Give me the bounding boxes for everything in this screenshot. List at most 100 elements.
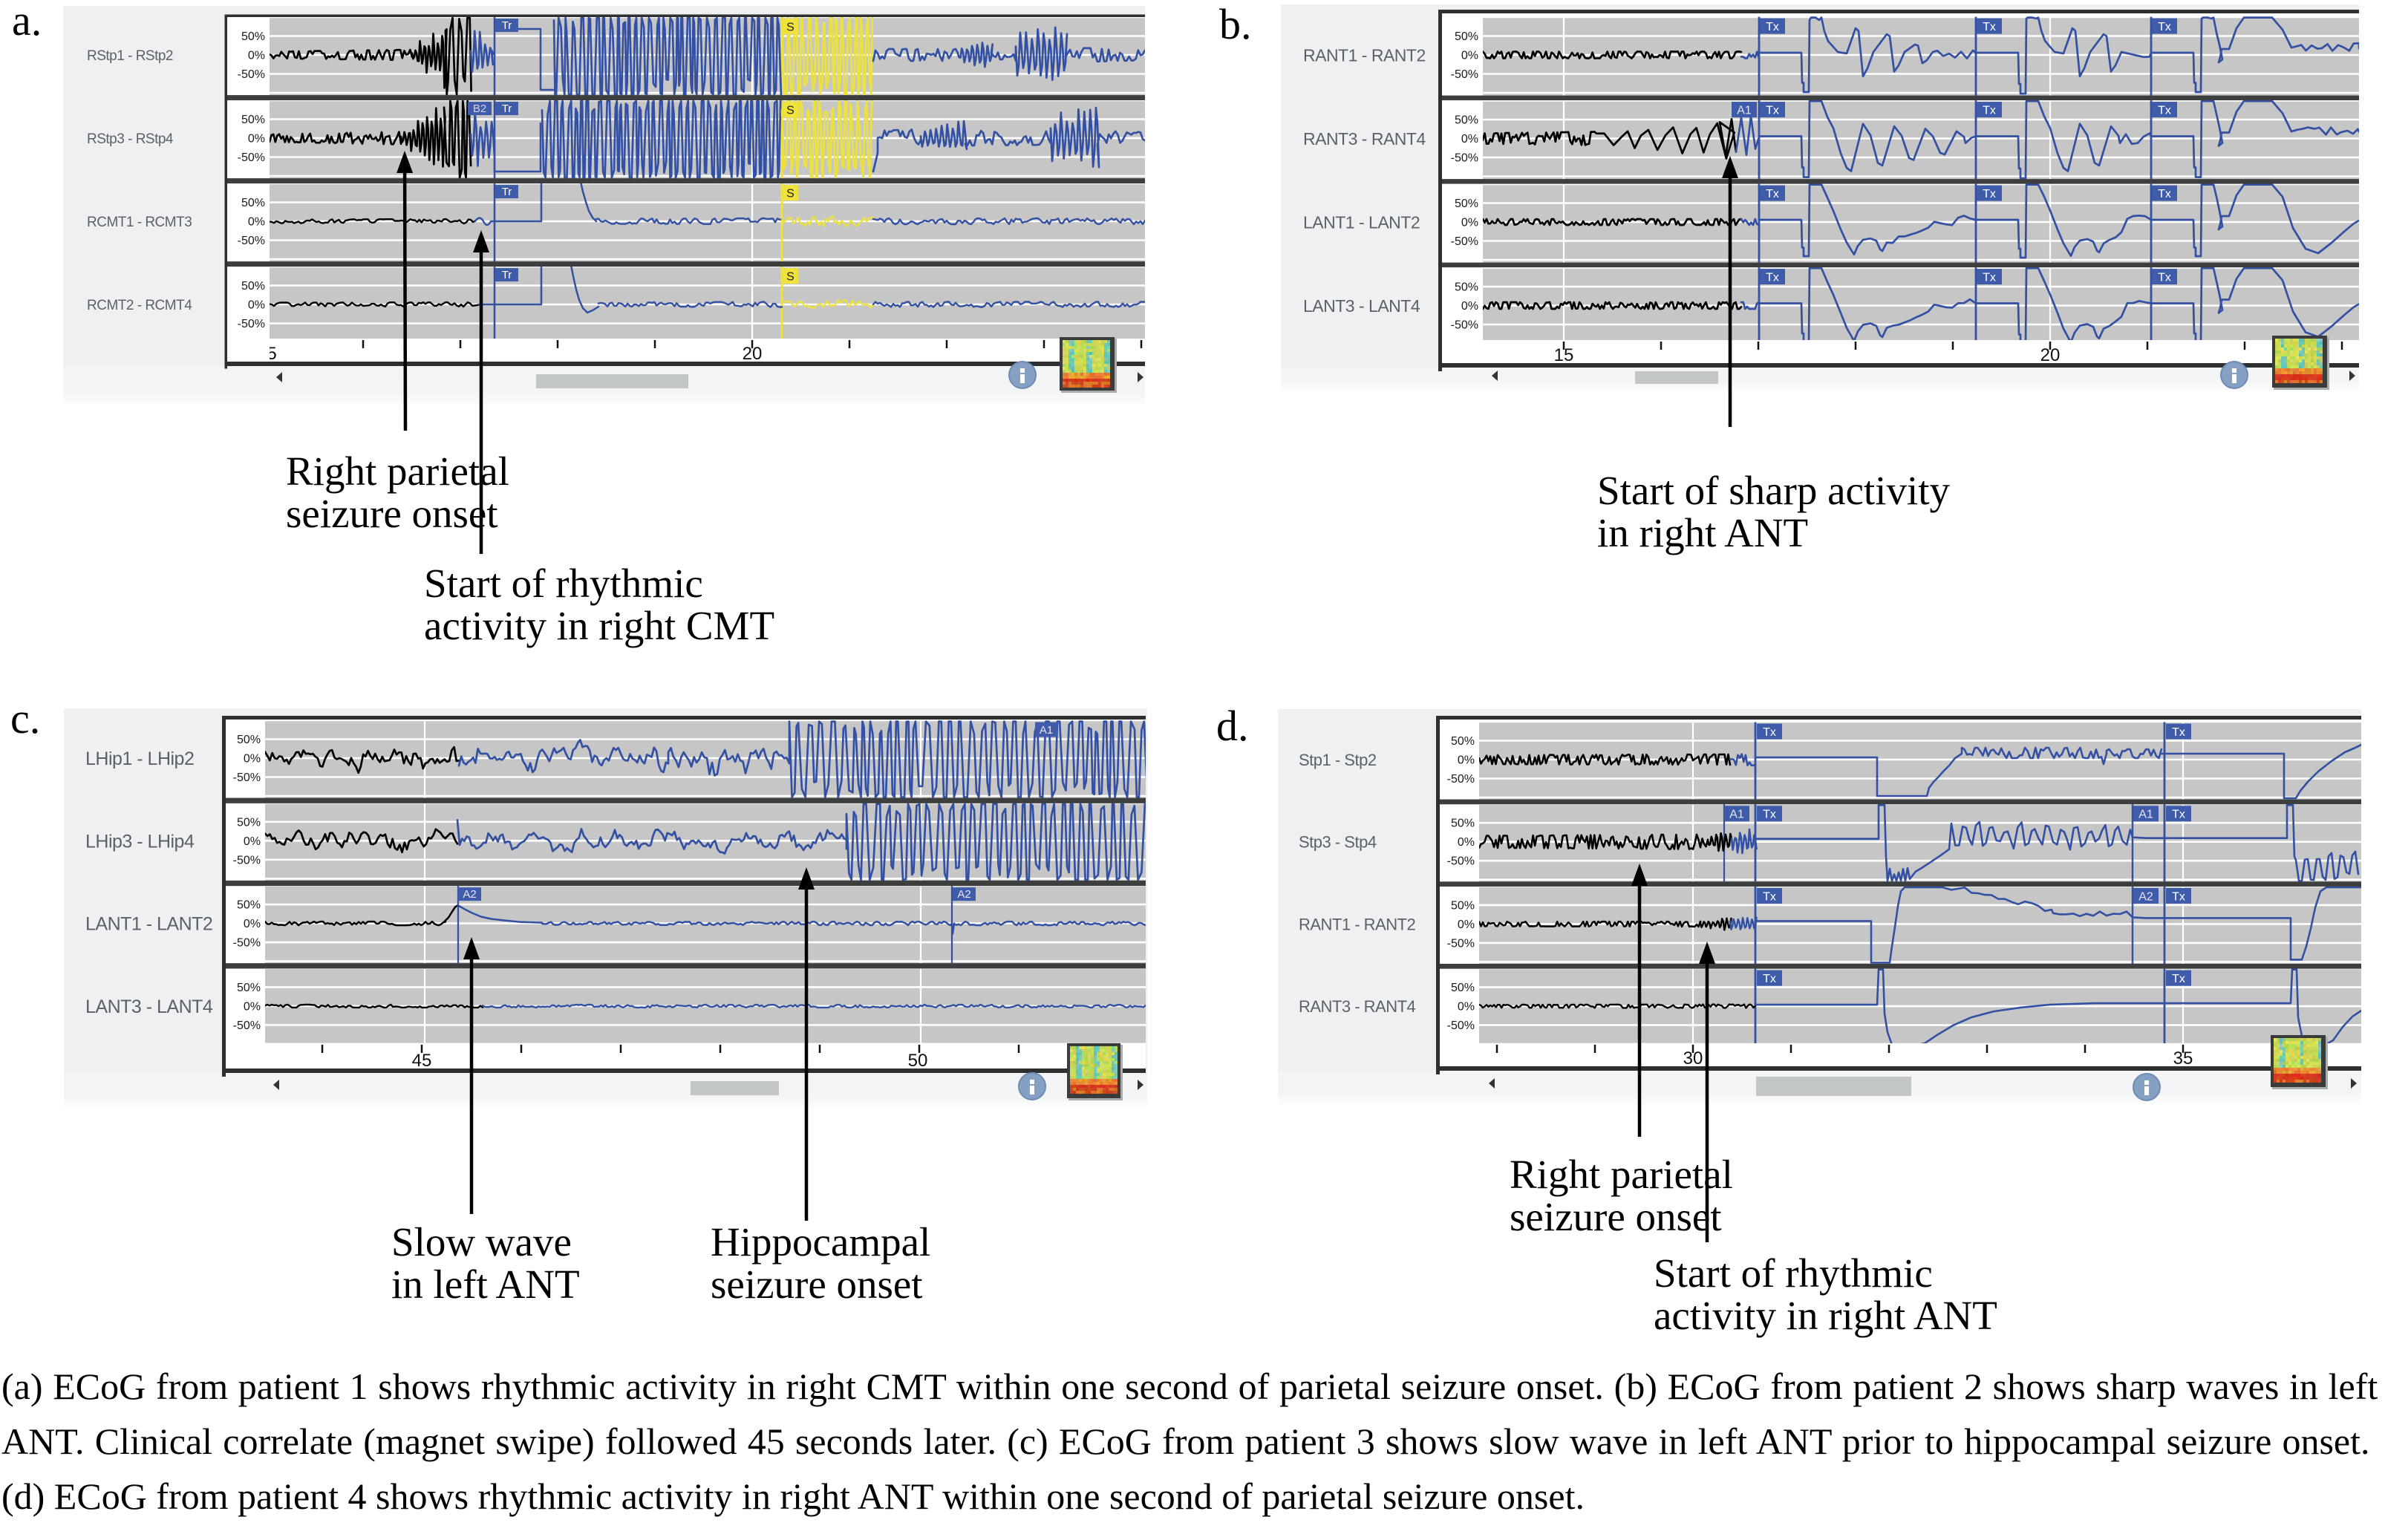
svg-text:-50%: -50% bbox=[1451, 319, 1478, 332]
svg-text:50%: 50% bbox=[1455, 114, 1478, 127]
svg-text:-50%: -50% bbox=[233, 937, 261, 950]
svg-text:0%: 0% bbox=[1458, 754, 1475, 767]
svg-text:50: 50 bbox=[908, 1051, 928, 1071]
svg-text:0%: 0% bbox=[244, 918, 261, 930]
svg-text:S: S bbox=[786, 187, 795, 200]
svg-text:35: 35 bbox=[2173, 1048, 2193, 1068]
svg-text:LANT1 - LANT2: LANT1 - LANT2 bbox=[85, 914, 212, 935]
svg-text:RStp1 - RStp2: RStp1 - RStp2 bbox=[87, 48, 173, 64]
svg-text:50%: 50% bbox=[241, 30, 265, 43]
svg-text:Tx: Tx bbox=[1983, 104, 1996, 117]
svg-text:-50%: -50% bbox=[233, 771, 261, 784]
svg-text:20: 20 bbox=[2040, 345, 2061, 365]
svg-text:B2: B2 bbox=[473, 102, 486, 115]
svg-text:-50%: -50% bbox=[238, 151, 265, 164]
svg-text:A2: A2 bbox=[463, 888, 476, 901]
svg-text:S: S bbox=[786, 270, 795, 283]
svg-text:50%: 50% bbox=[241, 197, 265, 209]
svg-text:Tr: Tr bbox=[502, 269, 512, 281]
svg-text:-50%: -50% bbox=[1447, 1019, 1475, 1032]
svg-text:0%: 0% bbox=[1458, 919, 1475, 931]
svg-text:50%: 50% bbox=[1455, 198, 1478, 210]
svg-text:Tx: Tx bbox=[2172, 973, 2185, 985]
svg-text:0%: 0% bbox=[248, 299, 265, 312]
svg-text:A1: A1 bbox=[1040, 724, 1053, 737]
svg-text:50%: 50% bbox=[1451, 899, 1475, 912]
svg-text:-50%: -50% bbox=[1447, 855, 1475, 868]
svg-text:0%: 0% bbox=[244, 753, 261, 766]
svg-text:LANT3 - LANT4: LANT3 - LANT4 bbox=[85, 996, 213, 1017]
svg-text:-50%: -50% bbox=[238, 318, 265, 330]
svg-text:LHip1 - LHip2: LHip1 - LHip2 bbox=[85, 748, 194, 769]
svg-text:Tx: Tx bbox=[1766, 271, 1779, 284]
svg-text:Tx: Tx bbox=[2158, 271, 2171, 284]
svg-text:RANT3 - RANT4: RANT3 - RANT4 bbox=[1299, 997, 1416, 1016]
svg-text:0%: 0% bbox=[248, 50, 265, 62]
svg-text:0%: 0% bbox=[1461, 300, 1478, 313]
svg-text:-50%: -50% bbox=[233, 854, 261, 867]
svg-text:-50%: -50% bbox=[233, 1019, 261, 1032]
svg-text:-50%: -50% bbox=[1447, 773, 1475, 786]
svg-text:Tr: Tr bbox=[502, 102, 512, 115]
svg-text:RANT3 - RANT4: RANT3 - RANT4 bbox=[1303, 129, 1426, 149]
svg-text:0%: 0% bbox=[1461, 50, 1478, 62]
svg-text:50%: 50% bbox=[1451, 818, 1475, 830]
svg-text:-50%: -50% bbox=[1451, 68, 1478, 81]
svg-text:0%: 0% bbox=[1461, 217, 1478, 229]
svg-text:0%: 0% bbox=[1458, 836, 1475, 849]
svg-text:RCMT2 - RCMT4: RCMT2 - RCMT4 bbox=[87, 298, 192, 313]
svg-text:-50%: -50% bbox=[1447, 937, 1475, 950]
svg-text:LANT1 - LANT2: LANT1 - LANT2 bbox=[1303, 212, 1420, 232]
svg-text:Tx: Tx bbox=[1763, 973, 1776, 985]
svg-text:-50%: -50% bbox=[1451, 152, 1478, 165]
svg-text:0%: 0% bbox=[244, 835, 261, 848]
svg-text:50%: 50% bbox=[241, 280, 265, 293]
svg-text:Tx: Tx bbox=[2172, 890, 2185, 903]
svg-text:-50%: -50% bbox=[238, 235, 265, 247]
svg-text:Tx: Tx bbox=[1766, 188, 1779, 200]
svg-text:A1: A1 bbox=[1737, 104, 1752, 117]
svg-text:-50%: -50% bbox=[1451, 235, 1478, 248]
svg-text:50%: 50% bbox=[237, 816, 261, 829]
svg-text:Tx: Tx bbox=[1766, 104, 1779, 117]
svg-text:50%: 50% bbox=[237, 982, 261, 994]
svg-text:LANT3 - LANT4: LANT3 - LANT4 bbox=[1303, 296, 1420, 316]
svg-text:A1: A1 bbox=[2138, 809, 2153, 821]
svg-text:LHip3 - LHip4: LHip3 - LHip4 bbox=[85, 831, 195, 852]
svg-text:0%: 0% bbox=[248, 216, 265, 229]
svg-text:A2: A2 bbox=[2138, 890, 2153, 903]
svg-text:Stp1 - Stp2: Stp1 - Stp2 bbox=[1299, 751, 1377, 769]
svg-text:S: S bbox=[786, 104, 795, 117]
svg-text:Tx: Tx bbox=[1763, 809, 1776, 821]
svg-text:50%: 50% bbox=[237, 734, 261, 746]
svg-text:Tr: Tr bbox=[502, 19, 512, 32]
svg-text:50%: 50% bbox=[241, 114, 265, 126]
svg-text:15: 15 bbox=[1554, 345, 1574, 365]
svg-text:Tx: Tx bbox=[2172, 809, 2185, 821]
svg-text:Tx: Tx bbox=[1763, 890, 1776, 903]
svg-text:50%: 50% bbox=[1455, 281, 1478, 294]
svg-text:Tx: Tx bbox=[1763, 726, 1776, 739]
svg-text:0%: 0% bbox=[1461, 133, 1478, 146]
svg-text:Tx: Tx bbox=[1983, 21, 1996, 33]
svg-text:RCMT1 - RCMT3: RCMT1 - RCMT3 bbox=[87, 215, 192, 230]
svg-text:Tx: Tx bbox=[1766, 21, 1779, 33]
svg-text:50%: 50% bbox=[1451, 982, 1475, 994]
svg-text:20: 20 bbox=[743, 344, 763, 364]
svg-text:Tr: Tr bbox=[502, 186, 512, 198]
svg-text:RANT1 - RANT2: RANT1 - RANT2 bbox=[1299, 915, 1416, 933]
svg-text:Tx: Tx bbox=[1983, 188, 1996, 200]
svg-text:RANT1 - RANT2: RANT1 - RANT2 bbox=[1303, 45, 1426, 65]
svg-text:45: 45 bbox=[412, 1051, 432, 1071]
svg-text:Stp3 - Stp4: Stp3 - Stp4 bbox=[1299, 833, 1377, 852]
svg-text:0%: 0% bbox=[248, 133, 265, 146]
svg-text:0%: 0% bbox=[1458, 1001, 1475, 1014]
svg-text:Tx: Tx bbox=[2158, 21, 2171, 33]
svg-text:Tx: Tx bbox=[2158, 188, 2171, 200]
svg-text:50%: 50% bbox=[237, 899, 261, 912]
svg-text:50%: 50% bbox=[1451, 735, 1475, 748]
svg-text:S: S bbox=[786, 21, 795, 33]
svg-text:5: 5 bbox=[267, 344, 276, 364]
svg-text:30: 30 bbox=[1683, 1048, 1703, 1068]
svg-text:Tx: Tx bbox=[1983, 271, 1996, 284]
